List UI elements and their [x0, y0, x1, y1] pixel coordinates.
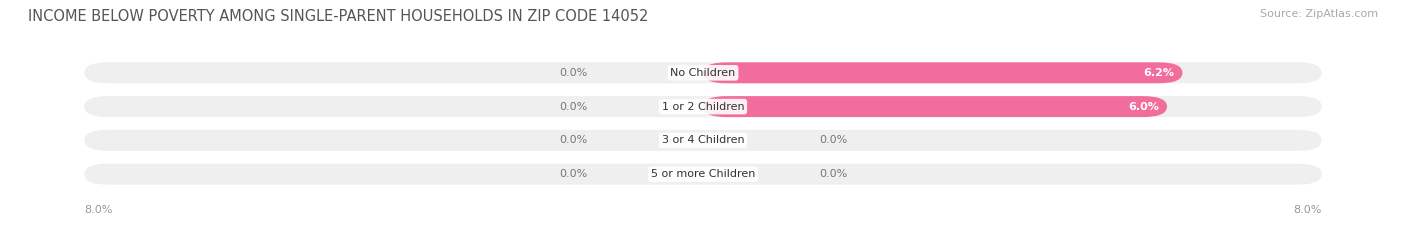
Text: 0.0%: 0.0%	[558, 68, 588, 78]
FancyBboxPatch shape	[84, 62, 1322, 83]
FancyBboxPatch shape	[84, 164, 1322, 185]
Text: 6.2%: 6.2%	[1143, 68, 1175, 78]
Text: 3 or 4 Children: 3 or 4 Children	[662, 135, 744, 145]
FancyBboxPatch shape	[703, 96, 1167, 117]
Text: 6.0%: 6.0%	[1129, 102, 1160, 112]
Text: 8.0%: 8.0%	[1294, 205, 1322, 215]
Text: 8.0%: 8.0%	[84, 205, 112, 215]
FancyBboxPatch shape	[84, 96, 1322, 117]
Text: INCOME BELOW POVERTY AMONG SINGLE-PARENT HOUSEHOLDS IN ZIP CODE 14052: INCOME BELOW POVERTY AMONG SINGLE-PARENT…	[28, 9, 648, 24]
Text: 1 or 2 Children: 1 or 2 Children	[662, 102, 744, 112]
Text: 0.0%: 0.0%	[558, 135, 588, 145]
Text: 0.0%: 0.0%	[818, 169, 848, 179]
Text: Source: ZipAtlas.com: Source: ZipAtlas.com	[1260, 9, 1378, 19]
Text: 5 or more Children: 5 or more Children	[651, 169, 755, 179]
Text: No Children: No Children	[671, 68, 735, 78]
Text: 0.0%: 0.0%	[818, 135, 848, 145]
FancyBboxPatch shape	[703, 62, 1182, 83]
Text: 0.0%: 0.0%	[558, 169, 588, 179]
FancyBboxPatch shape	[84, 130, 1322, 151]
Text: 0.0%: 0.0%	[558, 102, 588, 112]
